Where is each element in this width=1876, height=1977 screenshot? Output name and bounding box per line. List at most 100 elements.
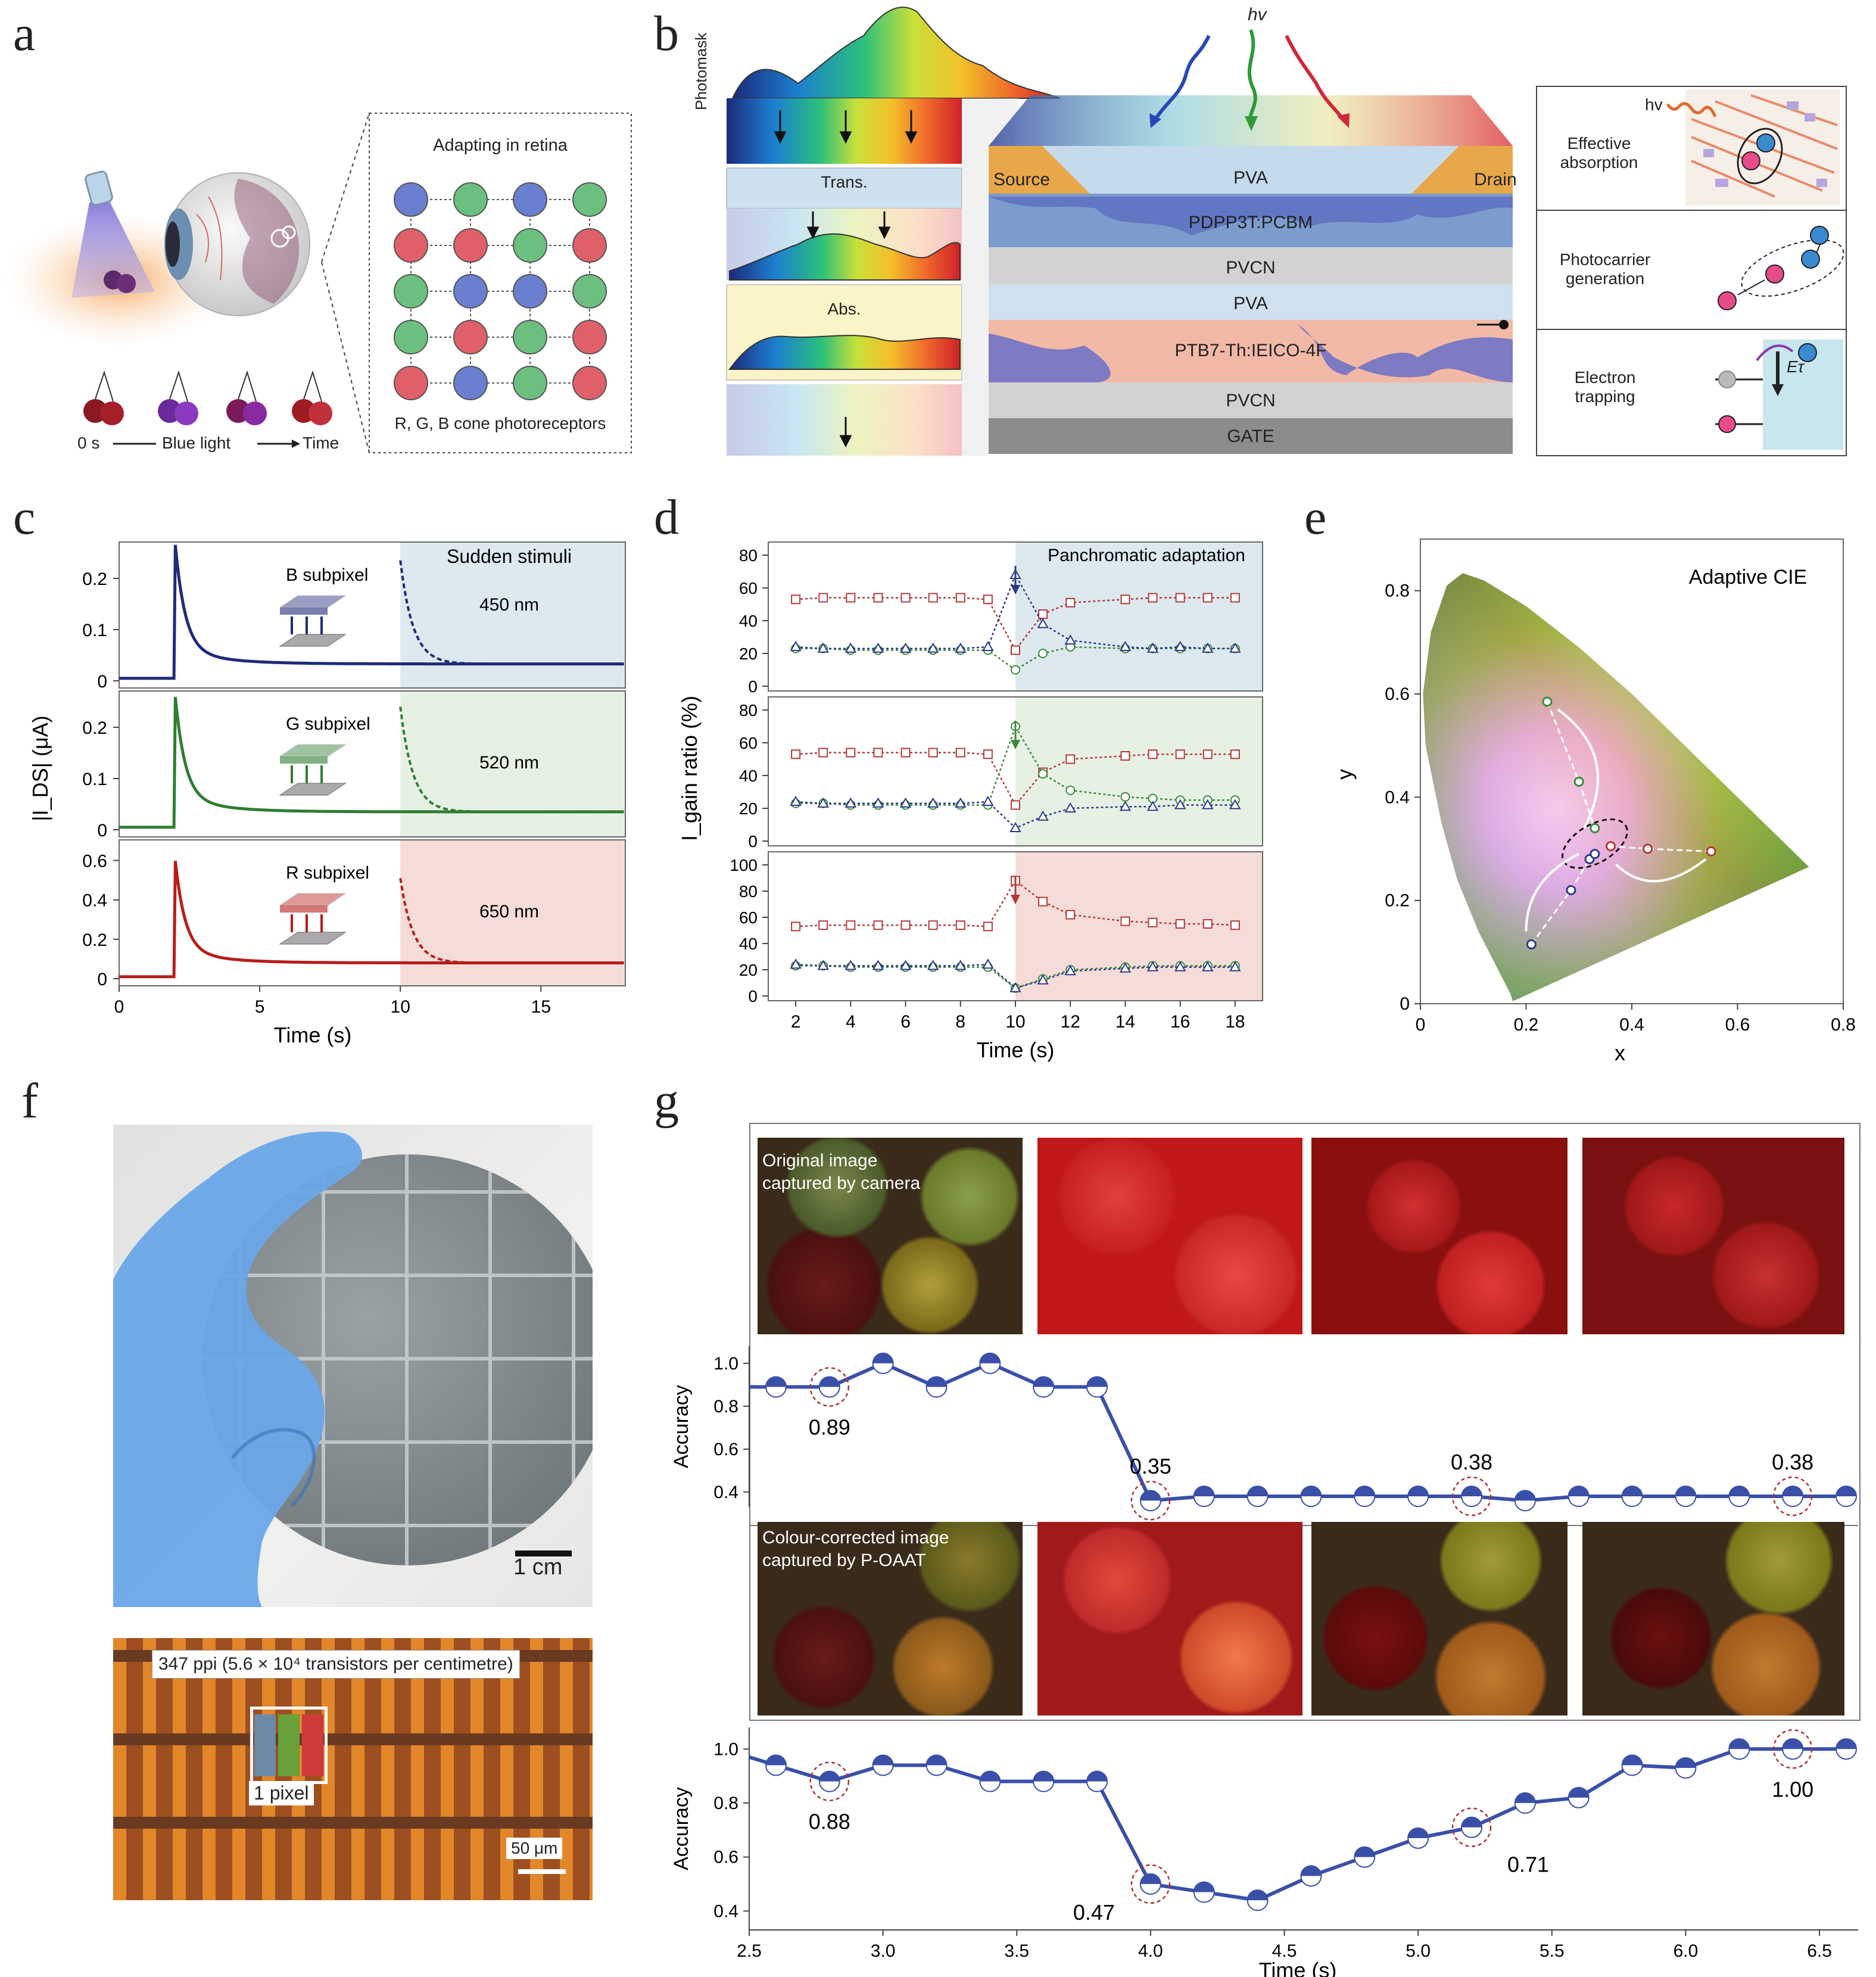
wavelength-label: 450 nm <box>479 595 539 615</box>
device-substrate <box>279 932 347 945</box>
x-axis-label: Time (s) <box>1259 1958 1337 1977</box>
accuracy-point-fill <box>1514 1792 1535 1803</box>
data-point-G <box>1038 649 1048 658</box>
cone-B <box>453 274 488 309</box>
y-tick-label: 80 <box>739 882 758 901</box>
device-filter <box>279 595 347 608</box>
series-line-R <box>796 879 1235 927</box>
cone-G <box>453 182 488 217</box>
data-point-R <box>955 593 965 603</box>
data-point-R <box>1175 749 1185 759</box>
timeline-arrow <box>292 440 300 448</box>
data-point-R <box>846 920 856 930</box>
device-filter-edge <box>280 608 328 615</box>
data-point-R <box>1065 910 1076 920</box>
accuracy-point-fill <box>980 1353 1001 1363</box>
x-tick-label: 15 <box>531 997 551 1017</box>
pixel-label: 1 pixel <box>249 1781 314 1805</box>
cone-G <box>513 228 547 263</box>
mechanism-title-1: Photocarrier generation <box>1559 250 1651 288</box>
data-point-B <box>1009 982 1021 992</box>
data-point-B <box>1174 640 1186 651</box>
subpixel-label: R subpixel <box>286 863 369 883</box>
y-tick-label: 60 <box>739 734 758 752</box>
highlight-circle <box>1130 1864 1171 1904</box>
x-tick-label: 6.5 <box>1807 1941 1832 1961</box>
panel-letter-a: a <box>13 6 36 61</box>
accuracy-point-fill <box>1140 1490 1161 1501</box>
subpixel-label: B subpixel <box>286 565 368 585</box>
panel-letter-d: d <box>654 490 679 545</box>
data-point-B <box>817 960 829 970</box>
subplot-frame <box>768 541 1263 692</box>
data-point-R <box>846 748 856 758</box>
y-tick-label: 0.8 <box>713 1397 738 1416</box>
accuracy-point-fill <box>1301 1866 1322 1876</box>
x-tick-label: 6 <box>900 1012 911 1032</box>
timeline-start: 0 s <box>77 434 100 452</box>
highlight-circle <box>1772 1729 1813 1769</box>
data-point-B <box>1037 618 1049 628</box>
data-point-B <box>844 797 857 808</box>
panel-letter-g: g <box>654 1073 679 1129</box>
green-photon-arrow <box>1247 29 1257 123</box>
x-tick-label: 5.5 <box>1540 1941 1565 1961</box>
data-point-B <box>790 640 802 651</box>
y-tick-label: 40 <box>739 767 758 785</box>
data-point-R <box>1038 896 1048 907</box>
data-point-R <box>1202 593 1213 603</box>
chart-c: 0 0.1 0.2 B subpixel 450 nm 0 0.1 0.2 G subpixel… <box>28 541 626 1047</box>
y-tick-label: 0.6 <box>1385 684 1410 704</box>
subplot-frame <box>119 839 626 986</box>
data-point-R <box>791 921 801 932</box>
chart-title: Adaptive CIE <box>1689 566 1807 589</box>
y-tick-label: 0.2 <box>82 569 107 589</box>
y-tick-label: 0.1 <box>82 770 107 789</box>
cie-point-blue-start <box>1526 939 1537 949</box>
device-filter-edge <box>280 905 328 913</box>
data-point-B <box>844 960 857 970</box>
chart-d: 0 20 40 60 80 0 20 40 60 80 0 20 40 60 80 100 Panchromat… <box>677 541 1263 1062</box>
y-tick-label: 80 <box>739 701 758 720</box>
accuracy-point-fill <box>1247 1486 1268 1496</box>
highlight-circle <box>809 1367 850 1407</box>
trans-curve <box>729 233 961 281</box>
data-point-G <box>1065 785 1076 795</box>
accuracy-point-fill <box>1675 1486 1696 1496</box>
data-point-R <box>1202 919 1213 929</box>
highlight-circle <box>1451 1807 1492 1847</box>
green-arc-arrow <box>1557 708 1600 829</box>
x-tick-label: 14 <box>1115 1012 1135 1032</box>
x-tick-label: 6.0 <box>1674 1941 1699 1961</box>
data-point-R <box>983 749 993 759</box>
data-point-B <box>1064 802 1076 812</box>
x-tick-label: 0.8 <box>1831 1015 1856 1035</box>
y-tick-label: 0.2 <box>82 930 107 950</box>
corrected-image-2 <box>1311 1522 1568 1716</box>
panel-a-illustration <box>6 113 632 453</box>
photomask-spectrum <box>727 98 962 164</box>
x-tick-label: 5.0 <box>1406 1941 1431 1961</box>
wafer-photo <box>113 1125 593 1607</box>
y-tick-label: 20 <box>739 799 758 818</box>
cone-B <box>513 274 547 309</box>
accuracy-annotation: 1.00 <box>1772 1777 1813 1801</box>
y-tick-label: 60 <box>739 908 758 927</box>
x-axis-label: x <box>1615 1041 1625 1065</box>
hv-label: hv <box>1248 5 1267 24</box>
red-arc-arrow <box>1615 858 1707 883</box>
data-point-B <box>1229 961 1241 972</box>
panel-letter-e: e <box>1304 490 1327 545</box>
highlight-circle <box>1451 1476 1492 1517</box>
y-tick-label: 1.0 <box>713 1739 738 1759</box>
series-line-B <box>796 963 1235 989</box>
callout-lines <box>321 113 370 453</box>
data-point-B <box>1119 640 1132 651</box>
pixel-array-photo: 347 ppi (5.6 × 10⁴ transistors per centi… <box>113 1638 593 1900</box>
data-point-B <box>1202 961 1214 972</box>
accuracy-point-fill <box>1461 1486 1482 1496</box>
y-tick-label: 0.6 <box>82 852 107 871</box>
stimulus-region <box>1015 697 1263 846</box>
data-point-B <box>1202 799 1214 810</box>
x-tick-label: 0 <box>114 997 124 1017</box>
